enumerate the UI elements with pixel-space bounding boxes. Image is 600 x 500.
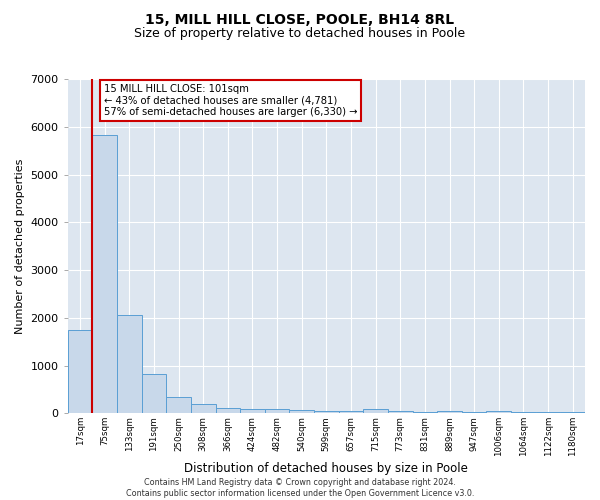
Bar — [117, 316, 142, 414]
Bar — [240, 408, 265, 414]
Bar — [388, 412, 413, 414]
Text: Size of property relative to detached houses in Poole: Size of property relative to detached ho… — [134, 28, 466, 40]
Bar — [487, 410, 511, 414]
Bar — [437, 412, 462, 414]
Bar — [289, 410, 314, 414]
Bar — [68, 330, 92, 413]
Bar — [265, 410, 289, 414]
Bar — [166, 397, 191, 413]
Bar — [462, 412, 487, 414]
X-axis label: Distribution of detached houses by size in Poole: Distribution of detached houses by size … — [184, 462, 468, 475]
Bar — [413, 412, 437, 414]
Bar — [314, 410, 338, 414]
Bar — [536, 412, 560, 414]
Y-axis label: Number of detached properties: Number of detached properties — [15, 158, 25, 334]
Bar — [338, 411, 364, 414]
Bar — [92, 136, 117, 413]
Bar — [191, 404, 215, 413]
Text: 15, MILL HILL CLOSE, POOLE, BH14 8RL: 15, MILL HILL CLOSE, POOLE, BH14 8RL — [145, 12, 455, 26]
Bar — [511, 412, 536, 414]
Bar — [215, 408, 240, 414]
Bar — [142, 374, 166, 414]
Text: Contains HM Land Registry data © Crown copyright and database right 2024.
Contai: Contains HM Land Registry data © Crown c… — [126, 478, 474, 498]
Bar — [364, 408, 388, 414]
Text: 15 MILL HILL CLOSE: 101sqm
← 43% of detached houses are smaller (4,781)
57% of s: 15 MILL HILL CLOSE: 101sqm ← 43% of deta… — [104, 84, 358, 117]
Bar — [560, 412, 585, 414]
